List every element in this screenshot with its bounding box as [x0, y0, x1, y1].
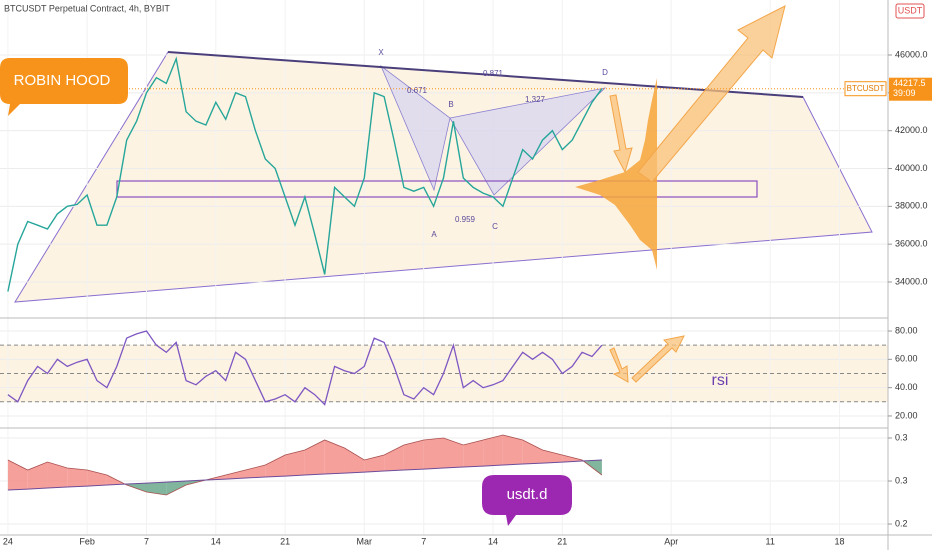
- usdt-bubble: usdt.d: [482, 475, 572, 526]
- y-tick-label: 80.00: [895, 325, 918, 335]
- point-label: D: [602, 68, 608, 77]
- drawings: [0, 51, 888, 402]
- spread-fill: [126, 483, 147, 492]
- currency: USDT: [898, 5, 923, 15]
- rsi-line: [7, 330, 603, 406]
- rsi-up-arrow: [631, 335, 685, 383]
- spread-fill: [463, 440, 484, 468]
- x-tick-label: 14: [488, 536, 498, 546]
- symbol-tag-text: BTCUSDT: [847, 84, 885, 93]
- spread-fill: [166, 481, 187, 495]
- ratio-label: 0.871: [483, 69, 504, 78]
- usdt-bubble-shape: [482, 475, 572, 526]
- y-tick-label: 20.00: [895, 410, 918, 420]
- spread-fill: [423, 438, 444, 470]
- x-tick-label: 7: [144, 536, 149, 546]
- spread-fill: [324, 440, 345, 475]
- y-tick-label: 40.00: [895, 382, 918, 392]
- y-tick-label: 40000.0: [895, 163, 928, 173]
- spread-fill: [47, 461, 68, 489]
- resistance-line: [167, 51, 804, 98]
- x-tick-label: 21: [557, 536, 567, 546]
- bcd-triangle: [449, 87, 607, 196]
- spread-fill: [146, 482, 167, 495]
- symbol-tag: [844, 81, 887, 97]
- spread-fill: [542, 450, 563, 464]
- price-line: [7, 56, 603, 292]
- spread-fill: [304, 440, 325, 475]
- chart-title: BTCUSDT Perpetual Contract, 4h, BYBIT: [4, 3, 170, 13]
- spread-fill: [27, 461, 48, 490]
- usdt-label: usdt.d: [507, 486, 548, 503]
- banner-bubble: [0, 58, 128, 116]
- x-tick-label: Feb: [79, 536, 95, 546]
- countdown-text: 39:09: [893, 88, 916, 98]
- spread-fill: [344, 448, 365, 474]
- x-tick-label: 18: [834, 536, 844, 546]
- down-arrow: [609, 94, 633, 174]
- spread-fill: [364, 454, 385, 473]
- y-tick-label: 34000.0: [895, 276, 928, 286]
- x-tick-label: 7: [421, 536, 426, 546]
- price-tag-text: 44217.5: [893, 78, 926, 88]
- y-tick-label: 0.3: [895, 432, 908, 442]
- spread-fill: [443, 438, 464, 469]
- y-tick-label: 0.3: [895, 475, 908, 485]
- x-tick-label: 14: [211, 536, 221, 546]
- point-label: B: [448, 100, 453, 109]
- y-tick-label: 0.2: [895, 518, 908, 528]
- banner: ROBIN HOOD: [0, 58, 128, 116]
- spread-fill: [562, 454, 583, 463]
- x-tick-label: Mar: [357, 536, 373, 546]
- rsi-down-arrow: [609, 347, 629, 383]
- x-tick-label: 24: [3, 536, 13, 546]
- series: [7, 56, 603, 496]
- spread-fill: [522, 440, 543, 465]
- spread-fill: [483, 434, 503, 467]
- spread-fill: [285, 450, 305, 477]
- xab-triangle: [380, 64, 451, 192]
- spread-fill: [67, 468, 88, 488]
- point-label: X: [378, 48, 384, 57]
- usdt-line: [7, 434, 603, 496]
- point-label: C: [492, 222, 498, 231]
- harmonic-pattern: [116, 51, 804, 270]
- x-tick-label: 21: [280, 536, 290, 546]
- ratio-label: 0.671: [407, 86, 428, 95]
- banner-text: ROBIN HOOD: [14, 72, 111, 89]
- x-tick-label: Apr: [664, 536, 678, 546]
- y-tick-label: 36000.0: [895, 239, 928, 249]
- spread-fill: [245, 464, 266, 479]
- spread-fill: [403, 440, 424, 471]
- up-arrow: [637, 5, 786, 183]
- spread-fill: [265, 454, 286, 478]
- ma-line: [7, 459, 602, 491]
- spread-fill: [225, 470, 246, 480]
- currency-box[interactable]: [895, 3, 925, 19]
- y-tick-label: 60.00: [895, 354, 918, 364]
- x-tick-label: 11: [766, 536, 775, 546]
- spread-fill: [502, 434, 523, 465]
- point-label: A: [431, 230, 437, 239]
- arrows: [609, 5, 786, 383]
- rsi-label: rsi: [712, 372, 729, 389]
- y-tick-label: 38000.0: [895, 201, 928, 211]
- y-tick-label: 42000.0: [895, 125, 928, 135]
- spread-fill: [384, 444, 404, 472]
- price-tag: [889, 77, 932, 101]
- volume-profile: [575, 78, 657, 270]
- ratio-label: 1.327: [525, 95, 546, 104]
- ratio-label: 0.959: [455, 215, 476, 224]
- y-tick-label: 46000.0: [895, 49, 928, 59]
- spread-fill: [7, 460, 28, 491]
